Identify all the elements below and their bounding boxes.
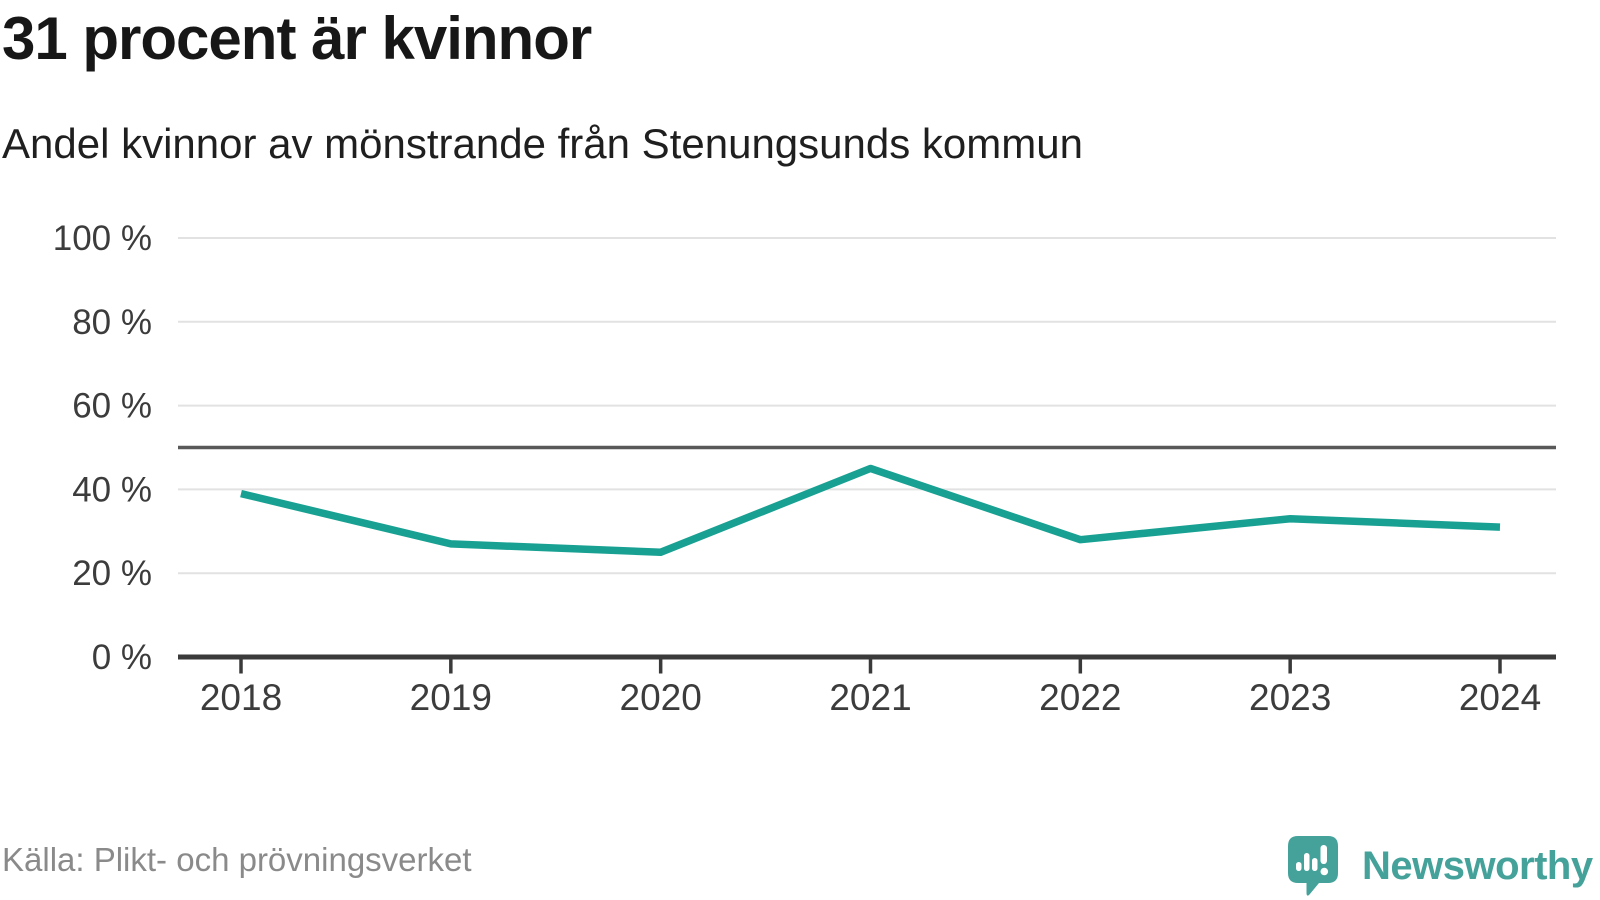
y-axis-labels: 0 % 20 % 40 % 60 % 80 % 100 % (53, 219, 152, 677)
newsworthy-logo-icon (1288, 836, 1338, 896)
x-tick-label: 2019 (410, 677, 492, 718)
newsworthy-logo: Newsworthy (1288, 836, 1593, 896)
x-tick-label: 2024 (1459, 677, 1541, 718)
x-tick-label: 2020 (620, 677, 702, 718)
x-tick-label: 2021 (829, 677, 911, 718)
chart-subtitle: Andel kvinnor av mönstrande från Stenung… (2, 120, 1083, 167)
x-tick-label: 2023 (1249, 677, 1331, 718)
newsworthy-logo-text: Newsworthy (1362, 843, 1593, 888)
data-line-andel-kvinnor (240, 464, 1501, 556)
y-tick-label: 60 % (72, 387, 152, 426)
y-tick-label: 100 % (53, 219, 152, 258)
y-tick-label: 20 % (72, 554, 152, 593)
x-tick-label: 2018 (200, 677, 282, 718)
y-tick-label: 0 % (92, 638, 152, 677)
y-tick-label: 80 % (72, 303, 152, 342)
y-tick-label: 40 % (72, 470, 152, 509)
x-ticks (239, 659, 1502, 674)
y-gridlines (178, 237, 1556, 575)
x-axis-labels: 2018 2019 2020 2021 2022 2023 2024 (200, 677, 1541, 718)
source-note: Källa: Plikt- och prövningsverket (2, 841, 472, 878)
chart-title: 31 procent är kvinnor (2, 5, 592, 72)
x-tick-label: 2022 (1039, 677, 1121, 718)
